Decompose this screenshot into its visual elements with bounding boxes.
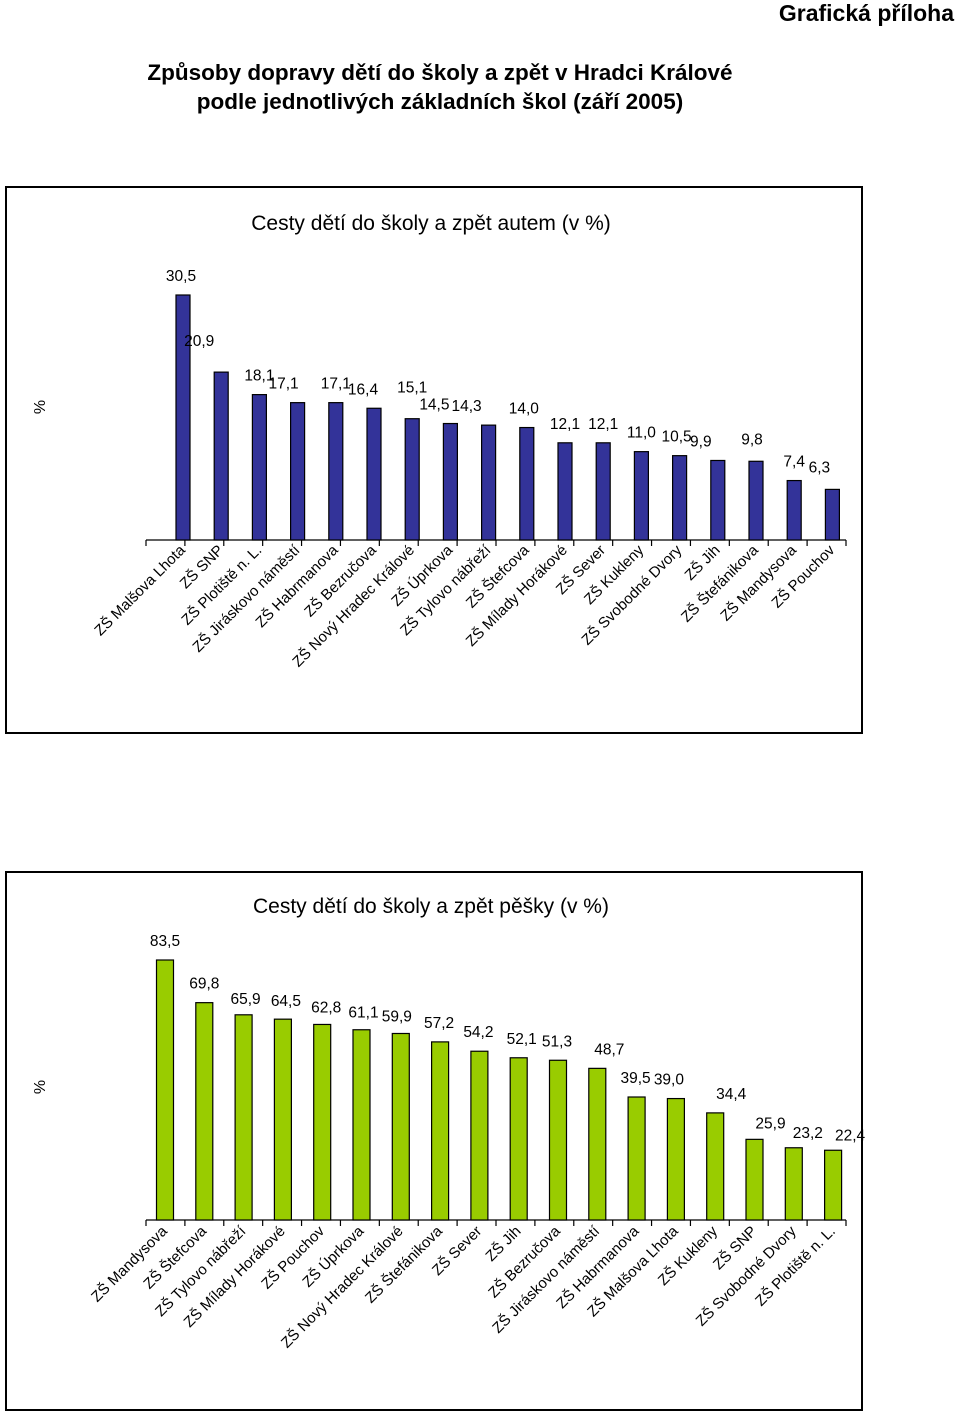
data-label: 6,3 bbox=[809, 459, 831, 476]
bar bbox=[627, 1096, 646, 1221]
bar bbox=[442, 422, 458, 541]
data-label: 23,2 bbox=[793, 1125, 823, 1142]
data-label: 15,1 bbox=[397, 380, 427, 397]
data-label: 39,5 bbox=[621, 1070, 651, 1087]
bar bbox=[595, 442, 611, 541]
y-axis-label: % bbox=[32, 400, 49, 414]
data-label: 9,8 bbox=[741, 431, 763, 448]
bar bbox=[519, 426, 535, 541]
bar bbox=[823, 1149, 843, 1221]
y-axis-label: % bbox=[32, 1080, 49, 1094]
bar bbox=[548, 1059, 568, 1221]
chart-title: Cesty dětí do školy a zpět autem (v %) bbox=[251, 212, 610, 235]
data-label: 59,9 bbox=[382, 1008, 412, 1025]
chart-frame bbox=[5, 186, 863, 734]
bar bbox=[155, 959, 175, 1221]
bar bbox=[195, 1002, 214, 1221]
data-label: 83,5 bbox=[150, 933, 180, 950]
bar bbox=[213, 371, 229, 541]
chart-1: Cesty dětí do školy a zpět autem (v %)% 3… bbox=[5, 186, 863, 734]
bar bbox=[633, 451, 650, 541]
data-label: 51,3 bbox=[542, 1033, 572, 1050]
page-title-line-1: Způsoby dopravy dětí do školy a zpět v H… bbox=[147, 60, 733, 85]
bar bbox=[391, 1032, 410, 1221]
bar bbox=[175, 294, 191, 541]
data-label: 17,1 bbox=[269, 376, 299, 393]
chart-2: Cesty dětí do školy a zpět pěšky (v %)% 8… bbox=[5, 871, 866, 1411]
data-label: 69,8 bbox=[189, 976, 219, 993]
data-label: 39,0 bbox=[654, 1072, 685, 1089]
bar bbox=[404, 418, 420, 541]
bar bbox=[671, 455, 688, 541]
bar bbox=[328, 402, 344, 541]
bar bbox=[786, 479, 802, 541]
bar bbox=[557, 442, 573, 541]
bar bbox=[784, 1147, 803, 1221]
bar bbox=[470, 1050, 489, 1221]
bar bbox=[710, 459, 726, 541]
data-label: 17,1 bbox=[321, 376, 351, 393]
bar bbox=[431, 1041, 450, 1221]
data-label: 9,9 bbox=[690, 433, 712, 450]
data-label: 22,4 bbox=[835, 1127, 866, 1144]
data-label: 62,8 bbox=[311, 999, 341, 1016]
data-label: 12,1 bbox=[550, 416, 580, 433]
data-label: 64,5 bbox=[271, 993, 301, 1010]
data-label: 54,2 bbox=[463, 1024, 493, 1041]
bar bbox=[748, 460, 764, 541]
bar bbox=[481, 424, 497, 541]
data-label: 65,9 bbox=[231, 991, 261, 1008]
data-label: 18,1 bbox=[244, 368, 274, 385]
data-label: 52,1 bbox=[507, 1031, 537, 1048]
data-label: 10,5 bbox=[662, 429, 692, 446]
data-label: 34,4 bbox=[716, 1086, 747, 1103]
data-label: 57,2 bbox=[424, 1015, 454, 1032]
bar bbox=[251, 394, 267, 541]
data-label: 11,0 bbox=[627, 425, 656, 442]
bar bbox=[666, 1097, 686, 1221]
page-title-line-2: podle jednotlivých základních škol (září… bbox=[196, 89, 684, 114]
bar bbox=[273, 1018, 292, 1221]
bar bbox=[234, 1014, 253, 1221]
data-label: 30,5 bbox=[166, 268, 196, 285]
bar bbox=[366, 407, 382, 541]
bar bbox=[313, 1023, 332, 1221]
data-label: 14,0 bbox=[509, 401, 540, 418]
data-label: 14,3 bbox=[452, 398, 482, 415]
data-label: 16,4 bbox=[348, 381, 379, 398]
data-label: 61,1 bbox=[348, 1005, 378, 1022]
data-label: 14,5 bbox=[419, 397, 449, 414]
bar bbox=[706, 1112, 725, 1221]
data-label: 7,4 bbox=[783, 454, 805, 471]
data-label: 25,9 bbox=[755, 1115, 785, 1132]
data-label: 48,7 bbox=[594, 1041, 624, 1058]
annex-label: Grafická příloha bbox=[778, 0, 954, 26]
bar bbox=[290, 402, 306, 541]
chart-title: Cesty dětí do školy a zpět pěšky (v %) bbox=[253, 895, 609, 918]
bar bbox=[509, 1057, 528, 1221]
bar bbox=[824, 488, 841, 541]
bar bbox=[588, 1067, 607, 1221]
data-label: 12,1 bbox=[588, 416, 618, 433]
bar bbox=[745, 1138, 764, 1221]
data-label: 20,9 bbox=[184, 333, 214, 350]
bar bbox=[352, 1029, 371, 1221]
